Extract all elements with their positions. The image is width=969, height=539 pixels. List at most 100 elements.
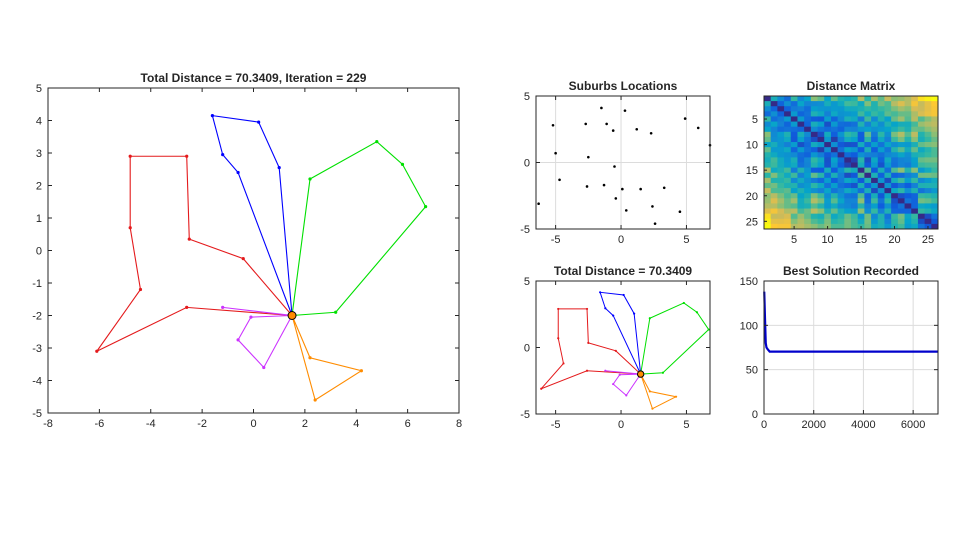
heatmap-cell [904, 121, 912, 128]
heatmap-cell [891, 152, 899, 158]
heatmap-cell [851, 106, 859, 112]
best-solution-plot: 0 2000 4000 6000 0 50 100 150 Best Solution Reco… [740, 264, 939, 431]
heatmap-cell [824, 188, 832, 194]
heatmap-cell [877, 111, 885, 117]
route-line [640, 302, 710, 375]
heatmap-cell [877, 223, 885, 230]
heatmap-cell [871, 167, 879, 174]
heatmap-cell [797, 188, 805, 194]
x-tick-label: -5 [551, 419, 561, 431]
heatmap-cell [844, 142, 852, 148]
heatmap-cell [917, 116, 926, 122]
heatmap-cell [824, 182, 832, 189]
heatmap-cell [764, 162, 772, 169]
heatmap-cell [830, 136, 839, 143]
heatmap-cell [904, 172, 912, 179]
heatmap-cell [924, 126, 932, 133]
suburb-point [678, 210, 682, 214]
heatmap-cell [884, 136, 892, 143]
heatmap-cell [824, 162, 832, 169]
x-tick-label: 5 [791, 234, 797, 246]
heatmap-cell [851, 213, 859, 220]
heatmap-cell [904, 162, 912, 169]
route-point [210, 114, 214, 118]
heatmap-cell [871, 203, 879, 209]
route-point [599, 291, 602, 294]
route-point [612, 314, 615, 317]
x-tick-label: 4000 [851, 419, 875, 431]
heatmap-cell [810, 198, 818, 204]
heatmap-cell [911, 126, 919, 133]
heatmap-cell [790, 131, 798, 138]
heatmap-cell [810, 213, 818, 220]
heatmap-cell [904, 152, 912, 158]
heatmap-cell [790, 147, 798, 153]
heatmap-cell [851, 96, 859, 102]
heatmap-cell [924, 177, 932, 184]
heatmap-cell [777, 142, 785, 148]
heatmap-cell [904, 116, 912, 122]
heatmap-cell [871, 182, 879, 189]
heatmap-cell [844, 177, 852, 184]
heatmap-cell [877, 172, 885, 179]
heatmap-cell [877, 126, 885, 133]
heatmap-cell [864, 188, 872, 194]
heatmap-cell [810, 208, 818, 215]
heatmap-cell [830, 213, 839, 220]
heatmap-cell [764, 208, 772, 215]
heatmap-cell [891, 203, 899, 209]
heatmap-cell [897, 152, 905, 158]
heatmap-cell [797, 126, 805, 133]
heatmap-cell [911, 213, 919, 220]
heatmap-cell [810, 182, 818, 189]
heatmap-cell [864, 213, 872, 220]
route-point [633, 312, 636, 315]
heatmap-cell [884, 213, 892, 220]
heatmap-cell [784, 182, 792, 189]
heatmap-cell [884, 162, 892, 169]
heatmap-cell [830, 198, 839, 204]
heatmap-cell [770, 193, 778, 199]
route-point [707, 328, 710, 331]
heatmap-cell [924, 157, 932, 163]
heatmap-cell [777, 172, 785, 179]
route-point [138, 287, 143, 292]
heatmap-cell [777, 96, 785, 102]
x-tick-label: -5 [551, 234, 561, 246]
heatmap-cell [844, 126, 852, 133]
heatmap-cell [777, 193, 785, 199]
heatmap-cell [911, 106, 919, 112]
y-tick-label: -2 [32, 311, 42, 323]
heatmap-cell [917, 126, 926, 133]
heatmap-cell [871, 223, 879, 230]
heatmap-cell [770, 223, 778, 230]
heatmap-cell [917, 203, 926, 209]
heatmap-cell [904, 188, 912, 194]
heatmap-cell [804, 131, 812, 138]
heatmap-cell [877, 162, 885, 169]
heatmap-cell [891, 167, 899, 174]
heatmap-cell [864, 203, 872, 209]
heatmap-cell [877, 213, 885, 220]
heatmap-cell [817, 167, 825, 174]
heatmap-cell [770, 147, 778, 153]
heatmap-cell [877, 167, 885, 174]
heatmap-cell [857, 142, 865, 148]
heatmap-cell [871, 126, 879, 133]
heatmap-cell [911, 208, 919, 215]
heatmap-cell [824, 152, 832, 158]
route-line [291, 315, 363, 401]
heatmap-cell [830, 188, 839, 194]
heatmap-cell [931, 96, 939, 102]
heatmap-cell [797, 106, 805, 112]
heatmap-cell [790, 126, 798, 133]
heatmap-cell [844, 203, 852, 209]
heatmap-cell [884, 126, 892, 133]
heatmap-cell [917, 131, 926, 138]
heatmap-cell [851, 188, 859, 194]
heatmap-cell [904, 106, 912, 112]
heatmap-cell [931, 172, 939, 179]
heatmap-cell [917, 213, 926, 220]
heatmap-cell [891, 193, 899, 199]
heatmap-cell [784, 193, 792, 199]
